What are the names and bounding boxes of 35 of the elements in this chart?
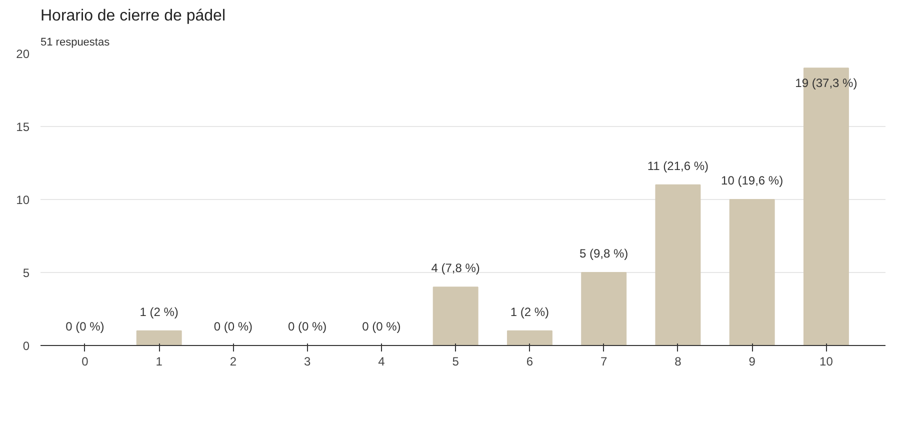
data-label: 10 (19,6 %): [721, 174, 784, 188]
data-label: 5 (9,8 %): [579, 246, 628, 260]
bar: [655, 184, 701, 346]
x-tick-label: 1: [156, 354, 163, 368]
data-label: 19 (37,3 %): [795, 76, 858, 90]
bar: [506, 330, 552, 346]
x-tick-label: 9: [748, 354, 756, 368]
x-tick-label: 8: [674, 354, 682, 368]
x-tick-label: 4: [378, 354, 386, 368]
data-label: 0 (0 %): [288, 320, 327, 334]
bar: [729, 199, 775, 346]
bar: [136, 330, 182, 346]
y-tick-label: 15: [16, 120, 30, 134]
data-label: 0 (0 %): [66, 320, 104, 334]
x-tick-label: 0: [82, 354, 89, 368]
data-label: 1 (2 %): [140, 304, 178, 319]
data-label: 11 (21,6 %): [647, 158, 709, 173]
x-tick-label: 2: [230, 354, 237, 368]
data-label: 0 (0 %): [214, 320, 253, 334]
y-tick-label: 10: [16, 193, 30, 207]
x-tick-label: 5: [452, 354, 460, 368]
y-tick-label: 0: [22, 339, 30, 353]
chart-title: Horario de cierre de pádel: [40, 8, 226, 24]
chart-subtitle: 51 respuestas: [40, 36, 110, 48]
x-tick-label: 7: [600, 354, 608, 368]
x-tick-label: 6: [526, 354, 534, 368]
data-label: 0 (0 %): [362, 320, 401, 334]
bar: [432, 286, 478, 346]
data-label: 4 (7,8 %): [431, 261, 480, 276]
data-label: 1 (2 %): [510, 304, 550, 319]
y-tick-label: 20: [16, 47, 30, 61]
x-tick-label: 10: [820, 354, 834, 368]
bar: [581, 272, 627, 346]
y-tick-label: 5: [22, 266, 30, 280]
x-tick-label: 3: [304, 354, 312, 368]
